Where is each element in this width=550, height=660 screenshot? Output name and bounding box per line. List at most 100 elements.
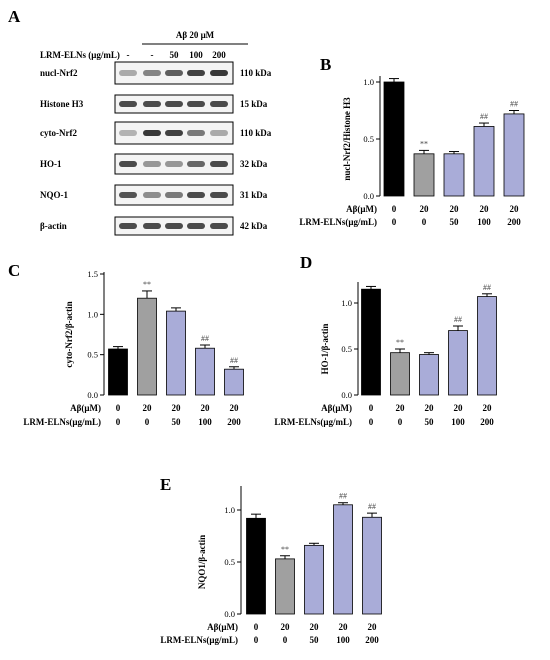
blot-band xyxy=(119,130,137,136)
protein-label: Histone H3 xyxy=(40,99,84,109)
panel-e-chart: E 0.0 0.5 1.0 NQO1/β-actin ** ## ## Aβ(μM) LRM-EL… xyxy=(160,475,382,645)
protein-label: HO-1 xyxy=(40,159,62,169)
bar-group xyxy=(246,513,266,615)
bar xyxy=(503,113,525,197)
significance-mark: ## xyxy=(230,356,238,365)
blot-band xyxy=(165,101,183,107)
panel-label: D xyxy=(300,253,312,272)
protein-label: cyto-Nrf2 xyxy=(40,128,77,138)
dose-row-label: LRM-ELNs (μg/mL) xyxy=(40,50,120,60)
blot-band xyxy=(119,70,137,76)
panel-label: E xyxy=(160,475,171,494)
condition-value-abeta: 0 xyxy=(392,204,397,214)
condition-label-abeta: Aβ(μM) xyxy=(321,403,352,413)
lane-label: - xyxy=(127,50,130,60)
condition-value-elns: 200 xyxy=(480,417,494,427)
condition-value-abeta: 20 xyxy=(420,204,430,214)
condition-label-elns: LRM-ELNs(μg/mL) xyxy=(23,417,101,427)
bar-group: ## xyxy=(224,356,244,396)
y-tick-label: 0.0 xyxy=(341,390,352,400)
bar-group xyxy=(443,151,465,197)
condition-value-elns: 0 xyxy=(283,635,288,645)
bar-group xyxy=(419,352,439,396)
condition-value-elns: 100 xyxy=(451,417,465,427)
condition-value-abeta: 20 xyxy=(310,622,320,632)
blot-band xyxy=(165,223,183,229)
blot-band xyxy=(187,192,205,198)
condition-value-abeta: 20 xyxy=(450,204,460,214)
panel-label-a: A xyxy=(8,7,21,26)
condition-value-elns: 100 xyxy=(198,417,212,427)
significance-mark: ** xyxy=(143,280,151,289)
lane-labels: - - 50 100 200 xyxy=(127,50,227,60)
blot-band xyxy=(187,101,205,107)
bar-group: ## xyxy=(448,315,468,396)
condition-value-elns: 50 xyxy=(425,417,435,427)
y-axis-label: HO-1/β-actin xyxy=(320,324,330,375)
bar-group xyxy=(166,307,186,396)
blot-band xyxy=(187,161,205,167)
bar xyxy=(137,297,157,396)
y-axis-label: cyto-Nrf2/β-actin xyxy=(64,301,74,367)
blot-band xyxy=(210,161,228,167)
lane-label: 200 xyxy=(212,50,226,60)
blot-band xyxy=(165,192,183,198)
bar xyxy=(195,347,215,396)
bar xyxy=(224,368,244,396)
blot-band xyxy=(210,192,228,198)
condition-value-abeta: 0 xyxy=(254,622,259,632)
condition-label-elns: LRM-ELNs(μg/mL) xyxy=(160,635,238,645)
y-tick-label: 0.0 xyxy=(87,390,98,400)
significance-mark: ## xyxy=(339,492,347,501)
lane-label: 50 xyxy=(170,50,180,60)
blot-band xyxy=(119,101,137,107)
bar-group: ## xyxy=(362,502,382,615)
y-tick-label: 0.5 xyxy=(87,350,98,360)
panel-d-chart: D 0.0 0.5 1.0 HO-1/β-actin ** ## ## Aβ(μM) LRM-EL… xyxy=(274,253,497,427)
blot-band xyxy=(119,192,137,198)
condition-value-abeta: 20 xyxy=(480,204,490,214)
protein-label: NQO-1 xyxy=(40,190,68,200)
condition-value-elns: 0 xyxy=(392,217,397,227)
y-tick-label: 1.0 xyxy=(224,505,235,515)
blot-band xyxy=(187,223,205,229)
significance-mark: ** xyxy=(396,338,404,347)
condition-value-abeta: 20 xyxy=(230,403,240,413)
condition-value-abeta: 20 xyxy=(483,403,493,413)
condition-label-abeta: Aβ(μM) xyxy=(207,622,238,632)
blot-rows: nucl-Nrf2 110 kDa Histone H3 15 kDa cyto-Nrf… xyxy=(40,61,272,236)
condition-value-abeta: 20 xyxy=(339,622,349,632)
bar xyxy=(477,296,497,396)
condition-value-elns: 50 xyxy=(310,635,320,645)
significance-mark: ## xyxy=(510,100,518,109)
molecular-weight: 31 kDa xyxy=(240,190,268,200)
condition-value-abeta: 20 xyxy=(454,403,464,413)
blot-band xyxy=(187,130,205,136)
lane-label: 100 xyxy=(189,50,203,60)
condition-value-elns: 0 xyxy=(254,635,259,645)
blot-band xyxy=(143,101,161,107)
bar xyxy=(443,153,465,197)
blot-band xyxy=(165,130,183,136)
blot-band xyxy=(119,161,137,167)
y-axis-label: NQO1/β-actin xyxy=(197,535,207,589)
significance-mark: ## xyxy=(368,502,376,511)
bar-group xyxy=(108,346,128,396)
bar xyxy=(473,126,495,197)
bar xyxy=(448,330,468,396)
bar-group xyxy=(304,542,324,615)
condition-value-elns: 100 xyxy=(336,635,350,645)
blot-band xyxy=(119,223,137,229)
condition-value-elns: 0 xyxy=(422,217,427,227)
bar-group: ## xyxy=(333,492,353,615)
bar-group: ## xyxy=(195,334,215,396)
condition-value-abeta: 20 xyxy=(510,204,520,214)
condition-label-abeta: Aβ(μM) xyxy=(346,204,377,214)
condition-value-abeta: 20 xyxy=(396,403,406,413)
bar xyxy=(304,544,324,615)
condition-value-abeta: 0 xyxy=(369,403,374,413)
bar xyxy=(166,310,186,396)
bar xyxy=(383,81,405,197)
blot-band xyxy=(143,130,161,136)
